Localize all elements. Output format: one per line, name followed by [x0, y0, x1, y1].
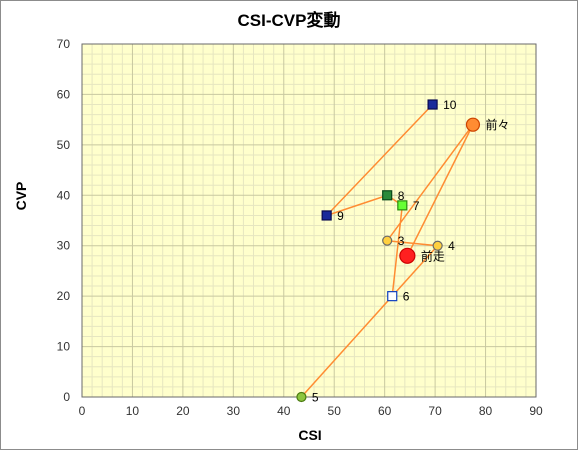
- y-axis-title: CVP: [13, 182, 29, 211]
- data-point-3: [382, 235, 393, 246]
- data-point-4: [432, 240, 443, 251]
- data-point-8: [382, 190, 393, 201]
- series-line: [300, 103, 474, 398]
- y-tick-label: 0: [63, 390, 70, 404]
- data-label-前走: 前走: [421, 248, 445, 263]
- x-tick-label: 50: [328, 404, 342, 418]
- x-axis-title: CSI: [298, 427, 321, 443]
- data-point-前々: [465, 117, 481, 132]
- data-point-5: [296, 391, 307, 403]
- x-tick-label: 70: [428, 404, 442, 418]
- data-label-前々: 前々: [485, 117, 509, 132]
- x-tick-label: 80: [479, 404, 493, 418]
- data-label-7: 7: [413, 199, 420, 213]
- y-tick-label: 30: [57, 239, 71, 253]
- x-tick-label: 90: [529, 404, 543, 418]
- chart-title: CSI-CVP変動: [238, 10, 341, 30]
- data-label-10: 10: [443, 98, 457, 112]
- data-point-7: [397, 200, 408, 211]
- data-label-8: 8: [398, 189, 405, 203]
- data-label-4: 4: [448, 239, 455, 253]
- x-tick-label: 40: [277, 404, 291, 418]
- y-tick-label: 50: [57, 138, 71, 152]
- data-label-9: 9: [337, 209, 344, 223]
- data-point-6: [387, 291, 398, 302]
- data-point-前走: [399, 247, 416, 264]
- x-tick-label: 10: [126, 404, 140, 418]
- y-tick-label: 70: [57, 37, 71, 51]
- x-tick-label: 20: [176, 404, 190, 418]
- data-label-6: 6: [403, 290, 410, 304]
- data-label-3: 3: [398, 234, 405, 248]
- y-tick-label: 10: [57, 340, 71, 354]
- x-tick-label: 30: [227, 404, 241, 418]
- data-label-5: 5: [312, 391, 319, 405]
- plot-area: 0 10 20 30 40 50 60 70 80 90 0 10 20 30 40 50 60 70 前走 前々 3 4…: [57, 37, 543, 418]
- plot-border: [81, 43, 537, 398]
- y-tick-label: 20: [57, 289, 71, 303]
- x-tick-label: 0: [79, 404, 86, 418]
- x-tick-label: 60: [378, 404, 392, 418]
- data-point-10: [427, 99, 438, 110]
- plot-background: [82, 44, 536, 397]
- data-point-9: [321, 210, 332, 221]
- y-tick-label: 60: [57, 87, 71, 101]
- y-tick-label: 40: [57, 188, 71, 202]
